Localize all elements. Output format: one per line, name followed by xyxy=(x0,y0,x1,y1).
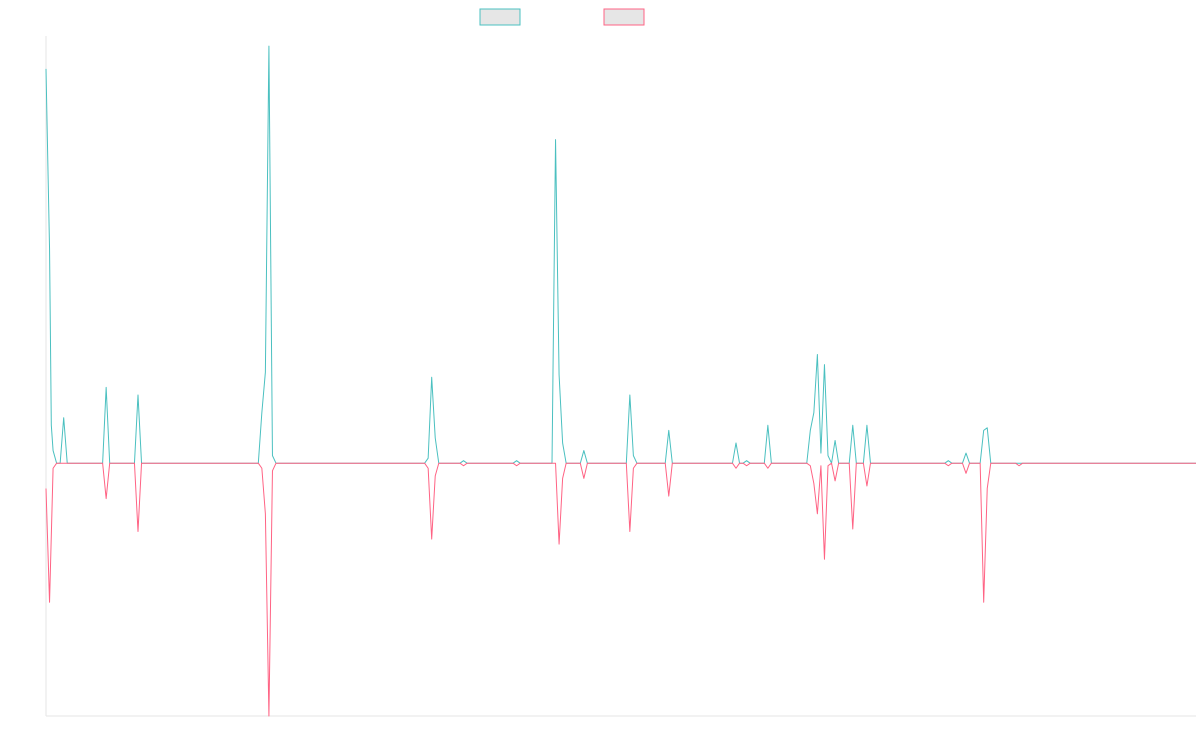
legend xyxy=(479,8,645,26)
series-line-2 xyxy=(45,462,1196,717)
legend-swatch-2[interactable] xyxy=(603,8,645,26)
series-line-1 xyxy=(45,45,1196,464)
legend-swatch-1[interactable] xyxy=(479,8,521,26)
axes xyxy=(45,36,1196,717)
series-group xyxy=(45,45,1196,717)
